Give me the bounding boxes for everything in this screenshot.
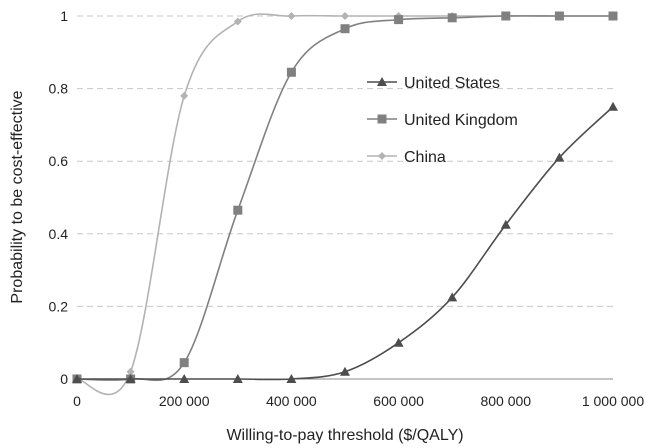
y-tick-label: 0.2 xyxy=(49,298,69,314)
data-point-china xyxy=(180,91,189,100)
legend: United States United Kingdom China xyxy=(367,75,518,166)
legend-item-united-states: United States xyxy=(367,75,500,92)
legend-item-china: China xyxy=(367,149,446,166)
x-axis-title: Willing-to-pay threshold ($/QALY) xyxy=(226,427,463,444)
data-point-united-states xyxy=(608,101,618,111)
data-point-united-kingdom xyxy=(554,11,564,21)
x-tick-labels: 0 200 000 400 000 600 000 800 000 1 000 000 xyxy=(73,393,644,409)
y-tick-label: 0.8 xyxy=(49,81,69,97)
series-line-united-kingdom xyxy=(76,15,613,382)
data-point-united-states xyxy=(340,366,350,376)
data-point-united-states xyxy=(232,374,243,383)
data-point-united-states xyxy=(393,337,404,347)
data-point-united-states xyxy=(500,219,511,229)
data-point-china xyxy=(126,367,135,376)
legend-label: United Kingdom xyxy=(404,112,518,129)
data-point-united-kingdom xyxy=(286,67,296,77)
x-tick-label: 600 000 xyxy=(373,393,424,409)
legend-swatch-marker xyxy=(378,152,386,160)
data-point-china xyxy=(287,12,296,20)
data-point-china xyxy=(233,17,242,26)
y-axis-title: Probability to be cost-effective xyxy=(9,90,26,303)
data-point-china xyxy=(341,12,349,20)
legend-label: China xyxy=(404,149,446,166)
x-tick-label: 0 xyxy=(73,393,81,409)
data-point-united-kingdom xyxy=(340,24,350,34)
series-china xyxy=(73,12,617,396)
y-tick-label: 0.4 xyxy=(49,226,69,242)
y-tick-label: 1 xyxy=(60,8,68,24)
series-layer xyxy=(72,11,618,396)
data-point-united-kingdom xyxy=(447,13,457,23)
data-point-united-states xyxy=(125,374,136,383)
x-tick-label: 800 000 xyxy=(480,393,531,409)
x-tick-label: 200 000 xyxy=(159,393,210,409)
legend-item-united-kingdom: United Kingdom xyxy=(367,112,518,129)
data-point-united-states xyxy=(447,292,458,302)
gridlines xyxy=(77,15,613,307)
data-point-united-kingdom xyxy=(179,358,189,368)
series-united-kingdom xyxy=(72,11,618,384)
series-line-united-states xyxy=(76,106,614,381)
legend-label: United States xyxy=(404,75,500,92)
data-point-united-kingdom xyxy=(608,11,618,21)
data-point-united-kingdom xyxy=(501,11,511,21)
series-line-china xyxy=(76,13,613,396)
data-point-united-kingdom xyxy=(233,205,243,215)
data-point-united-kingdom xyxy=(394,15,404,25)
legend-swatch-marker xyxy=(377,114,387,124)
y-tick-label: 0.6 xyxy=(49,153,69,169)
data-point-united-states xyxy=(286,374,297,383)
data-point-united-states xyxy=(554,152,565,162)
x-tick-label: 1 000 000 xyxy=(582,393,644,409)
y-tick-labels: 0 0.2 0.4 0.6 0.8 1 xyxy=(49,8,69,387)
series-united-states xyxy=(72,101,618,383)
x-tick-label: 400 000 xyxy=(266,393,317,409)
y-tick-label: 0 xyxy=(60,371,68,387)
data-point-united-states xyxy=(72,374,82,383)
legend-swatch-marker xyxy=(377,77,387,86)
data-point-united-states xyxy=(179,374,190,383)
